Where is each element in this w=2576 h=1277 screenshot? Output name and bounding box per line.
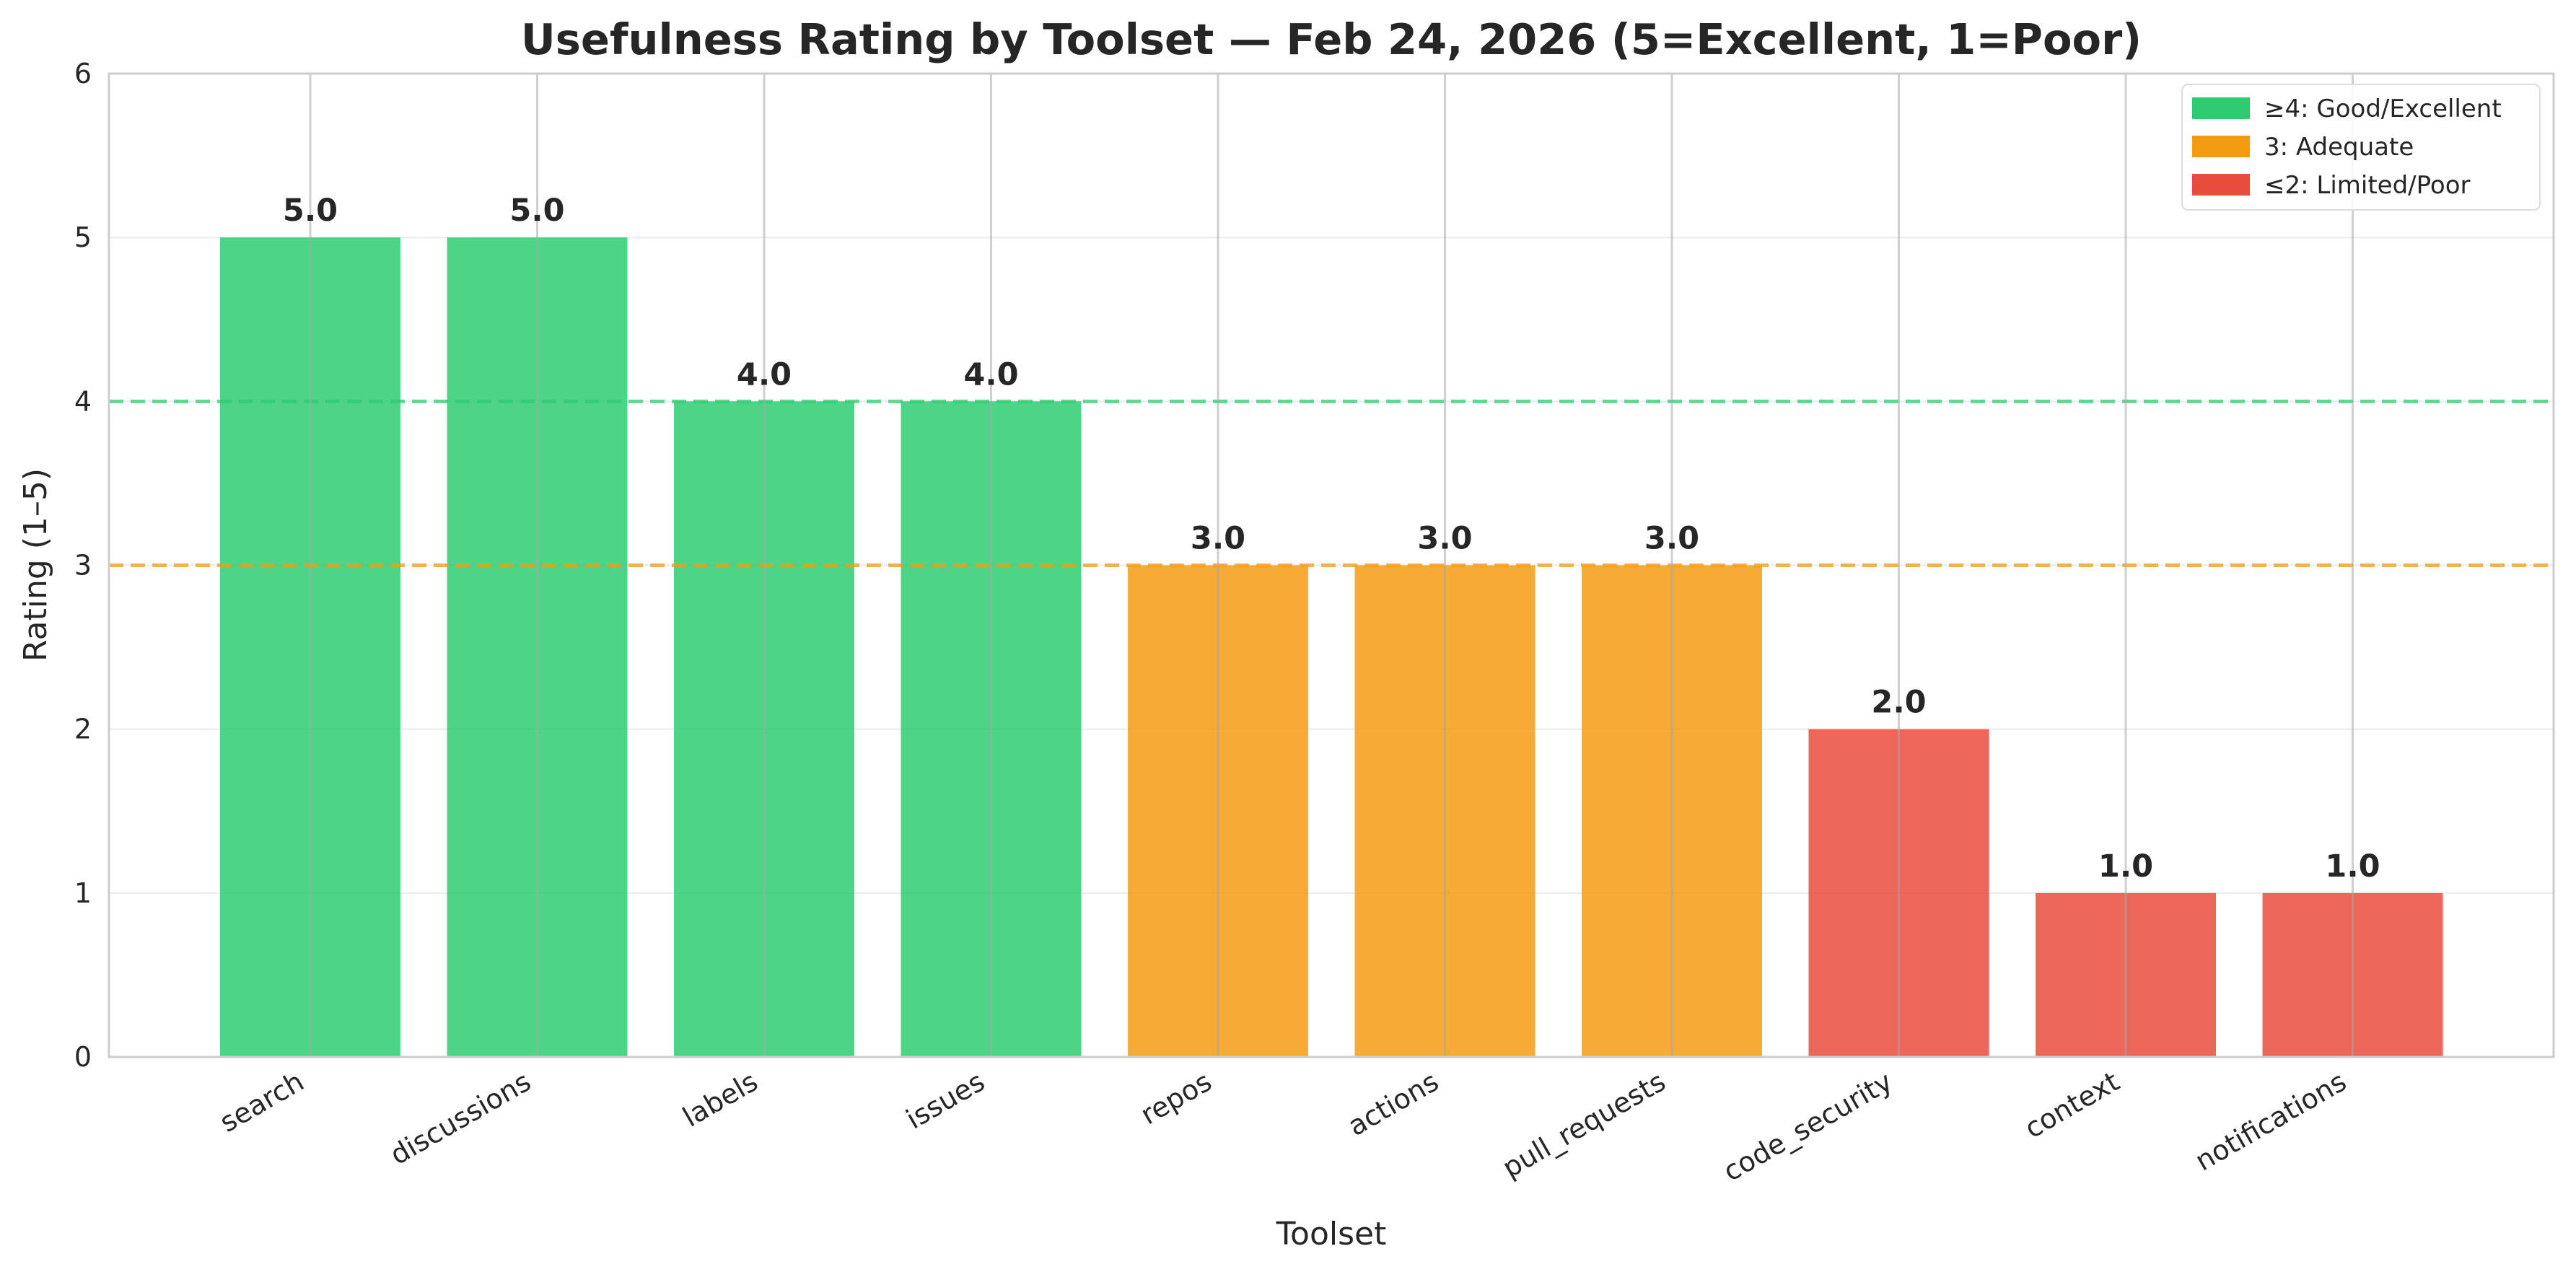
legend-swatch xyxy=(2192,174,2250,196)
bar-value-label: 5.0 xyxy=(509,193,564,229)
legend-label: ≥4: Good/Excellent xyxy=(2264,95,2502,123)
y-tick-label: 2 xyxy=(74,714,92,745)
legend-frame xyxy=(2181,84,2541,211)
bar-value-label: 3.0 xyxy=(1191,521,1245,557)
y-tick-labels: 0 1 2 3 4 5 6 xyxy=(74,58,92,1073)
bar-value-label: 2.0 xyxy=(1871,685,1926,721)
value-label-layer: 5.0 5.0 4.0 4.0 3.0 3.0 3.0 2.0 1.0 1.0 xyxy=(283,193,2380,885)
chart-title: Usefulness Rating by Toolset — Feb 24, 2… xyxy=(521,14,2142,64)
y-axis-label: Rating (1–5) xyxy=(17,468,54,662)
legend-items: ≥4: Good/Excellent 3: Adequate ≤2: Limited… xyxy=(2192,95,2502,200)
y-tick-label: 3 xyxy=(74,550,92,582)
legend-swatch xyxy=(2192,136,2250,157)
y-tick-label: 6 xyxy=(74,58,92,89)
vertical-grid-layer xyxy=(309,74,2354,1057)
legend-label: 3: Adequate xyxy=(2264,133,2414,162)
bar-value-label: 3.0 xyxy=(1417,521,1472,557)
bar-value-label: 4.0 xyxy=(737,356,792,392)
plot-frame xyxy=(108,72,2555,1058)
bar-value-label: 3.0 xyxy=(1644,521,1699,557)
bar-value-label: 4.0 xyxy=(963,356,1018,392)
y-tick-label: 1 xyxy=(74,877,92,909)
bar-value-label: 1.0 xyxy=(2098,848,2153,885)
reference-lines xyxy=(109,399,2554,567)
bar-value-label: 5.0 xyxy=(283,193,338,229)
x-axis-label: Toolset xyxy=(1276,1216,1387,1252)
bar-value-label: 1.0 xyxy=(2325,848,2380,885)
y-tick-label: 4 xyxy=(74,385,92,417)
y-tick-label: 0 xyxy=(74,1041,92,1073)
legend-label: ≤2: Limited/Poor xyxy=(2264,171,2471,200)
legend: ≥4: Good/Excellent 3: Adequate ≤2: Limited… xyxy=(2181,84,2541,211)
legend-swatch xyxy=(2192,97,2250,119)
y-tick-label: 5 xyxy=(74,221,92,253)
